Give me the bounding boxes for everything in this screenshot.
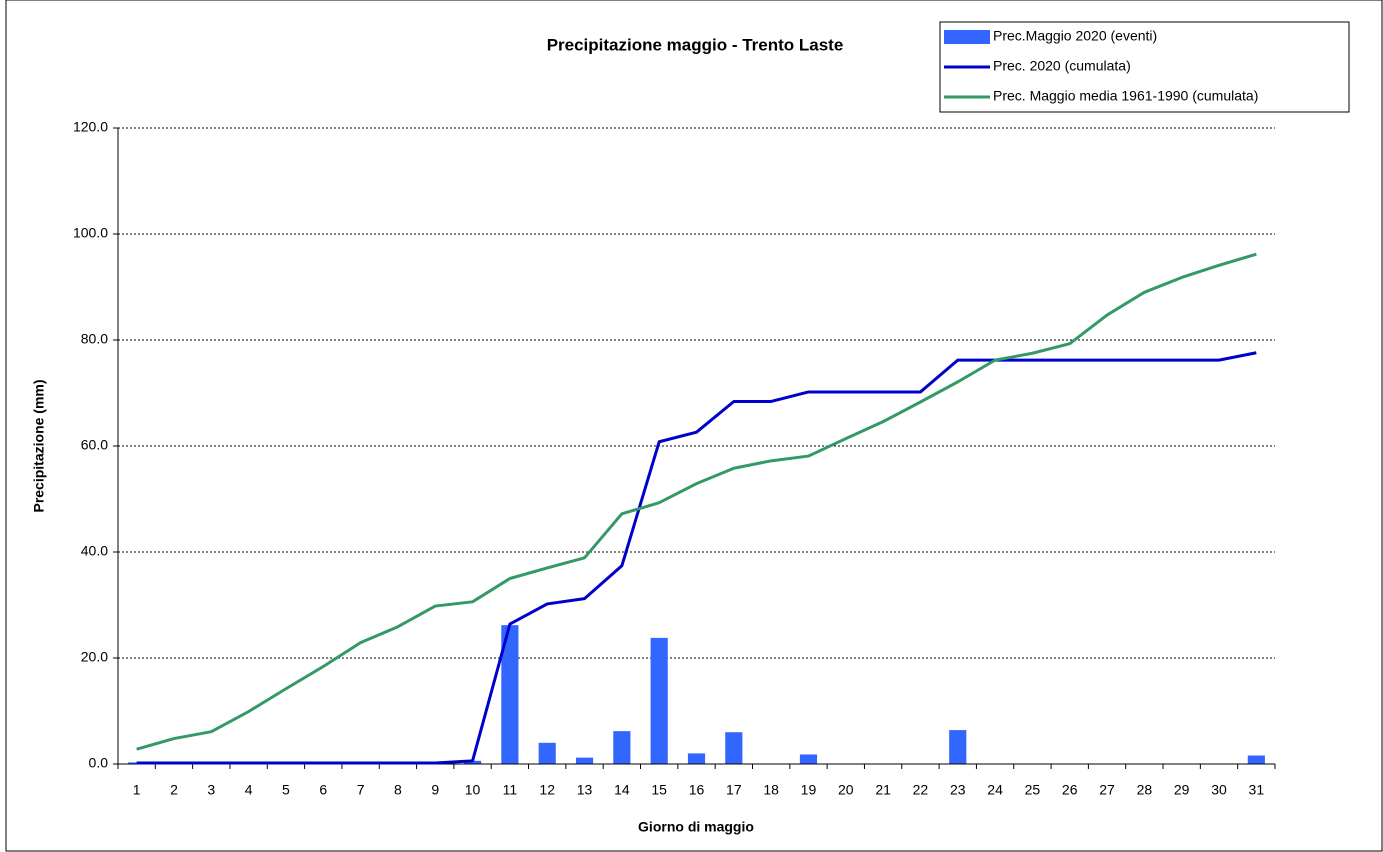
chart-frame bbox=[5, 0, 1383, 852]
legend-box bbox=[939, 21, 1350, 113]
x-tick-label: 18 bbox=[763, 782, 779, 798]
x-tick-label: 31 bbox=[1249, 782, 1265, 798]
x-tick-label: 14 bbox=[614, 782, 630, 798]
x-tick-label: 3 bbox=[207, 782, 215, 798]
bar bbox=[687, 753, 706, 764]
line bbox=[136, 351, 1257, 765]
y-tick-label: 20.0 bbox=[81, 649, 108, 665]
x-tick-label: 23 bbox=[950, 782, 966, 798]
bar bbox=[799, 754, 818, 764]
x-tick-label: 21 bbox=[875, 782, 891, 798]
legend-swatch bbox=[944, 30, 990, 44]
x-tick-label: 28 bbox=[1137, 782, 1153, 798]
x-tick-label: 1 bbox=[133, 782, 141, 798]
x-tick-label: 10 bbox=[465, 782, 481, 798]
chart-title: Precipitazione maggio - Trento Laste bbox=[547, 35, 844, 54]
x-tick-label: 12 bbox=[539, 782, 555, 798]
x-tick-label: 20 bbox=[838, 782, 854, 798]
x-tick-label: 26 bbox=[1062, 782, 1078, 798]
legend-label: Prec. Maggio media 1961-1990 (cumulata) bbox=[993, 88, 1258, 104]
bar bbox=[1247, 755, 1265, 764]
legend-label: Prec.Maggio 2020 (eventi) bbox=[993, 28, 1157, 44]
line bbox=[136, 252, 1257, 751]
x-tick-label: 8 bbox=[394, 782, 402, 798]
x-tick-label: 13 bbox=[577, 782, 593, 798]
legend-label: Prec. 2020 (cumulata) bbox=[993, 58, 1131, 74]
x-tick-label: 9 bbox=[431, 782, 439, 798]
bar bbox=[613, 731, 631, 764]
x-tick-label: 29 bbox=[1174, 782, 1190, 798]
x-tick-label: 19 bbox=[801, 782, 817, 798]
x-tick-label: 16 bbox=[689, 782, 705, 798]
x-tick-label: 5 bbox=[282, 782, 290, 798]
y-tick-label: 120.0 bbox=[73, 119, 108, 135]
y-tick-label: 80.0 bbox=[81, 331, 108, 347]
bar bbox=[538, 742, 556, 764]
x-tick-label: 15 bbox=[651, 782, 667, 798]
bar bbox=[575, 757, 594, 764]
x-tick-label: 22 bbox=[913, 782, 929, 798]
bar bbox=[650, 637, 668, 764]
y-tick-label: 0.0 bbox=[89, 755, 109, 771]
bar bbox=[949, 730, 967, 764]
bar bbox=[501, 625, 519, 764]
x-tick-label: 7 bbox=[357, 782, 365, 798]
x-tick-label: 2 bbox=[170, 782, 178, 798]
x-tick-label: 4 bbox=[245, 782, 253, 798]
x-tick-label: 27 bbox=[1099, 782, 1115, 798]
y-axis-label: Precipitazione (mm) bbox=[31, 379, 47, 512]
x-tick-label: 6 bbox=[319, 782, 327, 798]
x-tick-label: 11 bbox=[503, 782, 518, 798]
y-tick-label: 60.0 bbox=[81, 437, 108, 453]
x-tick-label: 25 bbox=[1025, 782, 1041, 798]
x-tick-label: 17 bbox=[726, 782, 742, 798]
x-tick-label: 30 bbox=[1211, 782, 1227, 798]
y-tick-label: 40.0 bbox=[81, 543, 108, 559]
bar bbox=[463, 760, 482, 764]
x-tick-label: 24 bbox=[987, 782, 1003, 798]
y-tick-label: 100.0 bbox=[73, 225, 108, 241]
bar bbox=[725, 732, 743, 764]
x-axis-label: Giorno di maggio bbox=[638, 819, 754, 835]
